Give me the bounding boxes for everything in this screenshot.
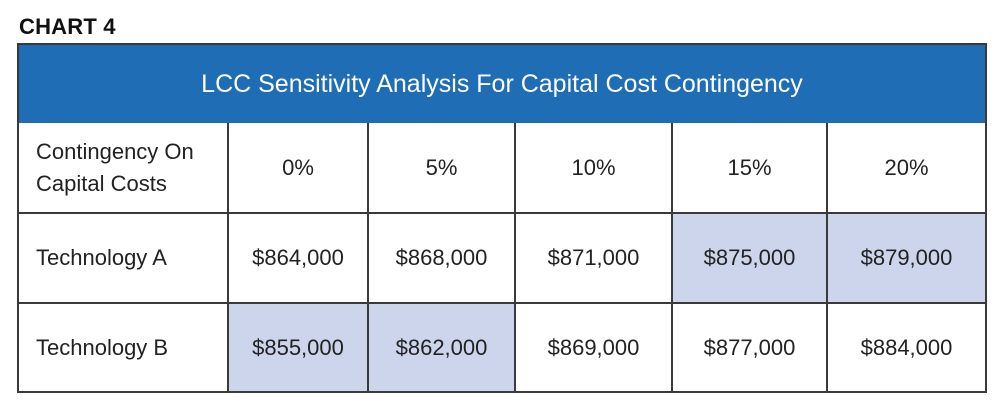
column-header: 20% — [828, 123, 985, 214]
column-header: 0% — [229, 123, 369, 214]
row-header-label: Contingency On Capital Costs — [19, 123, 229, 214]
chart-label: CHART 4 — [19, 14, 116, 39]
table-cell: $864,000 — [229, 214, 369, 304]
table-row: Technology A $864,000 $868,000 $871,000 … — [19, 214, 985, 304]
row-label: Technology B — [19, 304, 229, 391]
table-row: Technology B $855,000 $862,000 $869,000 … — [19, 304, 985, 391]
table-cell: $862,000 — [369, 304, 516, 391]
table-cell: $884,000 — [860, 334, 953, 360]
sensitivity-table: LCC Sensitivity Analysis For Capital Cos… — [17, 43, 987, 393]
row-label: Technology A — [19, 214, 229, 304]
column-header: 10% — [516, 123, 673, 214]
header-row: Contingency On Capital Costs 0% 5% 10% 1… — [19, 123, 985, 214]
table-cell: $871,000 — [516, 214, 673, 304]
column-header: 5% — [369, 123, 516, 214]
table-title: LCC Sensitivity Analysis For Capital Cos… — [19, 45, 985, 123]
table-grid: Contingency On Capital Costs 0% 5% 10% 1… — [19, 123, 985, 391]
table-cell: $855,000 — [229, 304, 369, 391]
table-cell: $868,000 — [369, 214, 516, 304]
column-header: 15% — [673, 123, 828, 214]
table-cell: $879,000 — [828, 214, 985, 304]
table-cell: $869,000 — [516, 304, 673, 391]
table-cell: $877,000 — [673, 304, 828, 391]
table-cell: $875,000 — [673, 214, 828, 304]
